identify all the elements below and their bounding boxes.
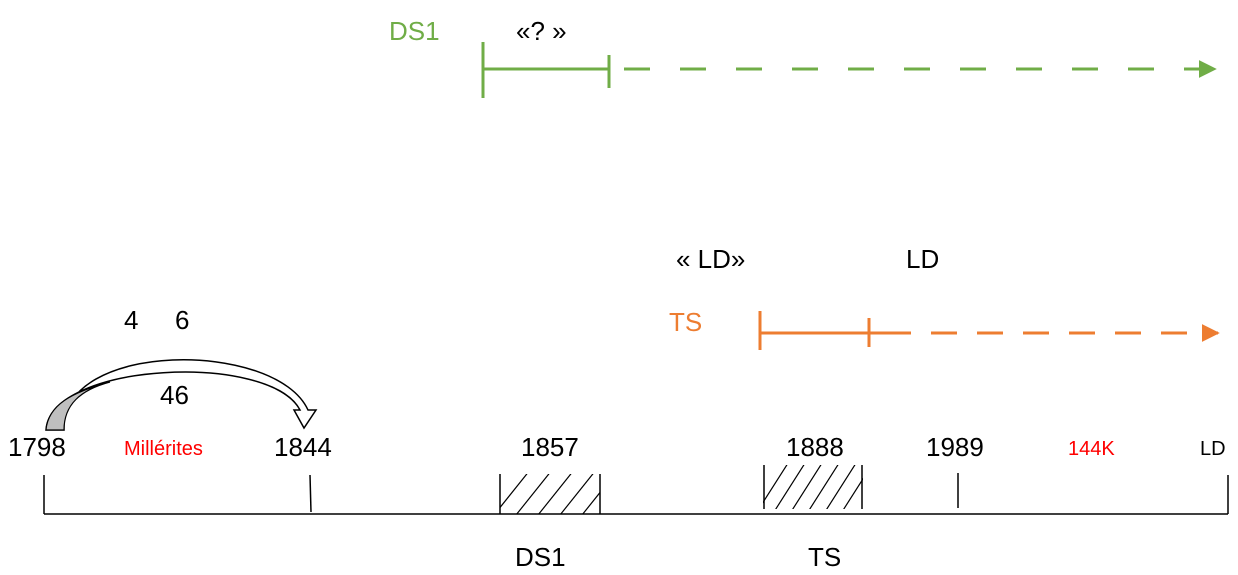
label-millerites: Millérites bbox=[124, 438, 203, 460]
label-ld-end: LD bbox=[1200, 438, 1226, 460]
year-1989: 1989 bbox=[926, 432, 984, 462]
orange-track-note-right: LD bbox=[906, 244, 940, 274]
below-label-ds1: DS1 bbox=[515, 542, 566, 572]
hatch-ts bbox=[763, 465, 863, 509]
tick-1844 bbox=[309, 474, 312, 513]
arc-sum: 46 bbox=[160, 380, 189, 410]
main-timeline bbox=[43, 465, 1229, 515]
orange-track-label: TS bbox=[669, 307, 703, 337]
below-label-ts: TS bbox=[808, 542, 842, 572]
green-track-note: «? » bbox=[516, 16, 567, 46]
year-1888: 1888 bbox=[786, 432, 844, 462]
green-track-label: DS1 bbox=[389, 16, 440, 46]
arc-digit-a: 4 bbox=[124, 305, 139, 335]
green-track bbox=[481, 42, 1217, 98]
year-1798: 1798 bbox=[8, 432, 66, 462]
year-1857: 1857 bbox=[521, 432, 579, 462]
curved-arrow-tail bbox=[45, 381, 111, 431]
label-144k: 144K bbox=[1068, 438, 1115, 460]
orange-track-note-left: « LD» bbox=[676, 244, 746, 274]
arc-digit-b: 6 bbox=[175, 305, 190, 335]
orange-track bbox=[758, 311, 1220, 350]
curved-arrow bbox=[45, 359, 318, 431]
hatch-ds1 bbox=[500, 474, 600, 514]
year-1844: 1844 bbox=[274, 432, 332, 462]
